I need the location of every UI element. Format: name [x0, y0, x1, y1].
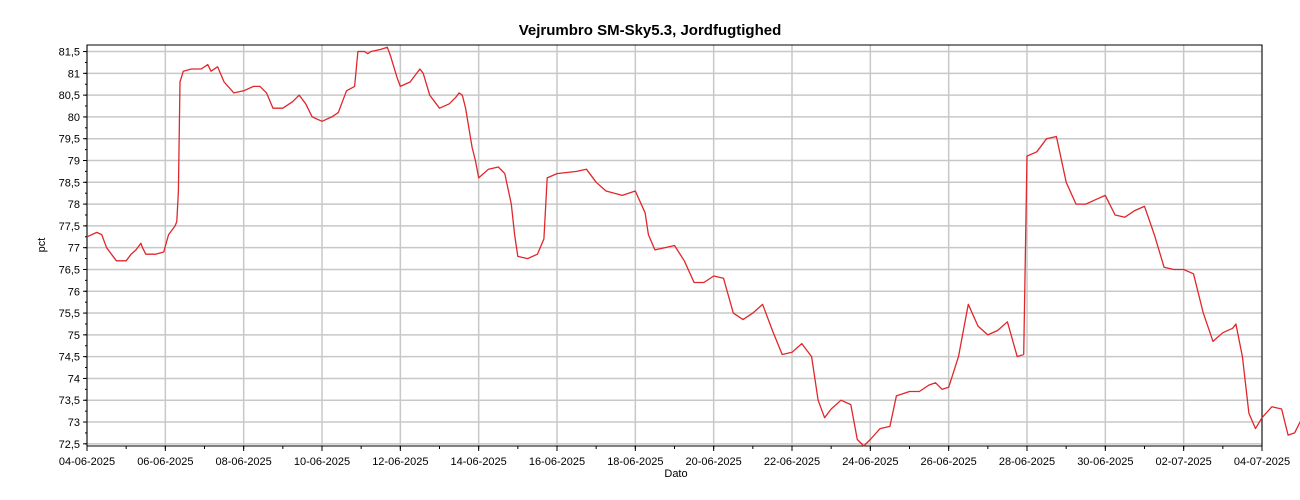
y-tick-label: 73,5	[59, 395, 80, 407]
y-tick-label: 77,5	[59, 221, 80, 233]
x-tick-label: 22-06-2025	[764, 456, 820, 468]
x-tick-label: 08-06-2025	[216, 456, 272, 468]
x-tick-label: 18-06-2025	[607, 456, 663, 468]
y-tick-label: 78	[68, 199, 80, 211]
y-tick-label: 76	[68, 286, 80, 298]
y-tick-label: 79	[68, 156, 80, 168]
x-tick-label: 20-06-2025	[686, 456, 742, 468]
y-tick-label: 75	[68, 330, 80, 342]
x-tick-label: 30-06-2025	[1077, 456, 1133, 468]
grid-lines	[86, 45, 1263, 446]
y-tick-label: 81	[68, 68, 80, 80]
y-axis-label: pct	[36, 238, 48, 253]
x-tick-label: 16-06-2025	[529, 456, 585, 468]
y-tick-label: 79,5	[59, 134, 80, 146]
x-tick-label: 28-06-2025	[999, 456, 1055, 468]
x-tick-label: 10-06-2025	[294, 456, 350, 468]
y-tick-label: 80	[68, 112, 80, 124]
y-tick-label: 78,5	[59, 177, 80, 189]
x-tick-label: 24-06-2025	[842, 456, 898, 468]
x-tick-label: 14-06-2025	[451, 456, 507, 468]
y-tick-label: 76,5	[59, 264, 80, 276]
y-tick-label: 75,5	[59, 308, 80, 320]
y-tick-label: 72,5	[59, 439, 80, 451]
series-line-0	[86, 46, 1300, 447]
y-tick-label: 80,5	[59, 90, 80, 102]
y-tick-label: 77	[68, 243, 80, 255]
chart-title: Vejrumbro SM-Sky5.3, Jordfugtighed	[519, 22, 782, 39]
y-tick-label: 81,5	[59, 47, 80, 59]
x-axis-label: Dato	[664, 468, 687, 480]
series-layer	[86, 46, 1300, 447]
y-axis: 72,5 73 73,5 74 74,5 75 75,5 76 76,5 77 77,5 78 78,5…	[59, 47, 87, 451]
x-tick-label: 06-06-2025	[137, 456, 193, 468]
y-tick-label: 73	[68, 417, 80, 429]
x-axis: 04-06-2025 06-06-2025 08-06-2025 10-06-2025…	[59, 446, 1290, 468]
x-tick-label: 12-06-2025	[372, 456, 428, 468]
y-tick-label: 74	[68, 373, 80, 385]
x-tick-label: 04-07-2025	[1234, 456, 1290, 468]
x-tick-label: 02-07-2025	[1156, 456, 1212, 468]
x-tick-label: 26-06-2025	[921, 456, 977, 468]
y-tick-label: 74,5	[59, 352, 80, 364]
x-tick-label: 04-06-2025	[59, 456, 115, 468]
